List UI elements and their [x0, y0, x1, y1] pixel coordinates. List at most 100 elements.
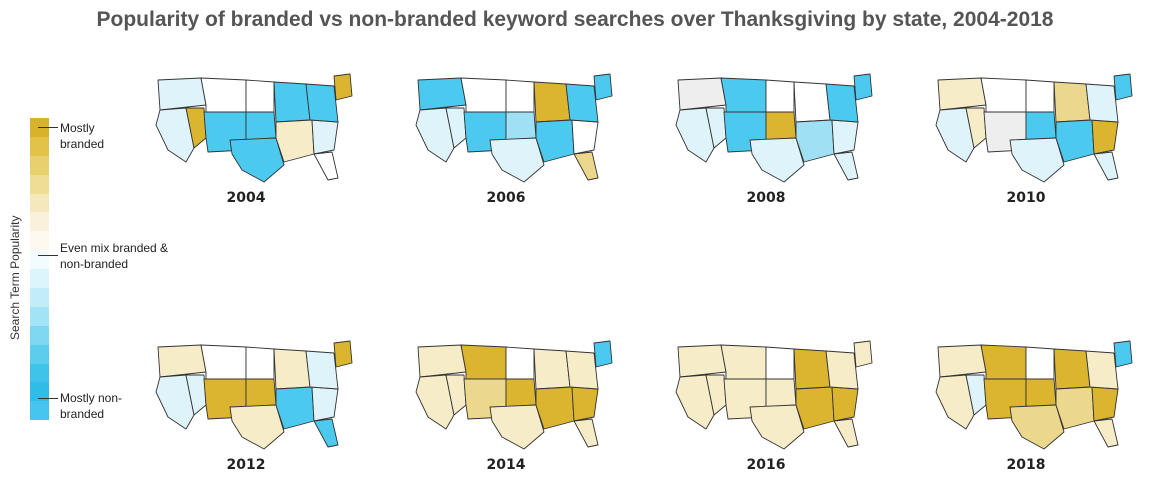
region-plains-n	[245, 79, 275, 113]
map-2008: 2008	[666, 70, 886, 220]
legend-swatch-2	[30, 155, 49, 175]
us-map-2008	[675, 73, 873, 183]
region-south	[795, 119, 835, 163]
region-northeast	[305, 83, 339, 123]
legend-label-bottom: Mostly non-branded	[60, 391, 123, 421]
region-texas	[489, 404, 545, 450]
region-plains-n	[765, 79, 795, 113]
legend-swatch-13	[30, 363, 49, 383]
region-northwest	[937, 77, 987, 111]
chart-title: Popularity of branded vs non-branded key…	[96, 8, 1054, 31]
region-northwest	[677, 344, 727, 378]
region-northeast	[825, 83, 859, 123]
legend-swatch-6	[30, 231, 49, 251]
map-2018: 2018	[926, 337, 1146, 487]
us-map-2016	[675, 340, 873, 450]
map-2004: 2004	[146, 70, 366, 220]
region-plains-n	[245, 346, 275, 380]
region-mountain-n	[720, 77, 767, 113]
us-map-2004	[155, 73, 353, 183]
legend-swatch-10	[30, 306, 49, 326]
region-southeast	[831, 119, 859, 155]
region-plains-s	[765, 378, 797, 408]
us-map-2014	[415, 340, 613, 450]
region-florida	[833, 418, 859, 448]
region-texas	[1009, 404, 1065, 450]
region-northwest	[417, 77, 467, 111]
map-2016: 2016	[666, 337, 886, 487]
region-mountain-n	[980, 344, 1027, 380]
region-mountain-n	[980, 77, 1027, 113]
region-new-england	[333, 73, 353, 101]
region-new-england	[593, 340, 613, 368]
legend-tick-top	[38, 127, 58, 128]
region-south	[1055, 119, 1095, 163]
legend-swatch-14	[30, 382, 49, 402]
region-southeast	[1091, 119, 1119, 155]
region-southeast	[831, 386, 859, 422]
legend-swatch-15	[30, 401, 49, 421]
region-midwest	[533, 348, 571, 390]
region-midwest	[273, 81, 311, 123]
region-plains-n	[505, 346, 535, 380]
region-plains-s	[245, 111, 277, 141]
legend-label-top: Mostly branded	[60, 121, 105, 151]
region-texas	[229, 137, 285, 183]
region-northwest	[937, 344, 987, 378]
region-south	[795, 386, 835, 430]
map-2012: 2012	[146, 337, 366, 487]
region-florida	[1093, 151, 1119, 181]
us-map-2006	[415, 73, 613, 183]
color-legend: Search Term Popularity Mostly branded Ev…	[0, 100, 170, 430]
legend-axis-label: Search Term Popularity	[8, 215, 22, 341]
region-southeast	[311, 119, 339, 155]
region-southeast	[311, 386, 339, 422]
region-southeast	[1091, 386, 1119, 422]
region-mountain-n	[460, 344, 507, 380]
region-florida	[573, 418, 599, 448]
region-new-england	[593, 73, 613, 101]
us-map-2018	[935, 340, 1133, 450]
region-texas	[229, 404, 285, 450]
region-northwest	[417, 344, 467, 378]
region-mountain-n	[720, 344, 767, 380]
region-new-england	[1113, 73, 1133, 101]
region-florida	[313, 418, 339, 448]
region-northwest	[157, 344, 207, 378]
us-map-2012	[155, 340, 353, 450]
us-map-2010	[935, 73, 1133, 183]
region-northeast	[1085, 83, 1119, 123]
region-plains-s	[765, 111, 797, 141]
region-southeast	[571, 386, 599, 422]
region-plains-n	[1025, 79, 1055, 113]
region-midwest	[1053, 81, 1091, 123]
region-south	[1055, 386, 1095, 430]
year-label-2006: 2006	[486, 190, 526, 206]
legend-swatch-11	[30, 325, 49, 345]
region-plains-n	[505, 79, 535, 113]
region-northwest	[677, 77, 727, 111]
region-south	[275, 119, 315, 163]
region-new-england	[853, 340, 873, 368]
region-northeast	[305, 350, 339, 390]
region-florida	[1093, 418, 1119, 448]
year-label-2010: 2010	[1006, 190, 1046, 206]
legend-swatch-8	[30, 269, 49, 289]
region-northeast	[1085, 350, 1119, 390]
legend-swatch-9	[30, 288, 49, 307]
legend-color-scale	[30, 118, 49, 421]
region-plains-s	[1025, 111, 1057, 141]
region-texas	[1009, 137, 1065, 183]
legend-swatch-7	[30, 250, 49, 270]
region-florida	[573, 151, 599, 181]
map-2010: 2010	[926, 70, 1146, 220]
region-south	[535, 386, 575, 430]
legend-tick-bottom	[38, 398, 58, 399]
region-texas	[489, 137, 545, 183]
region-florida	[313, 151, 339, 181]
region-midwest	[273, 348, 311, 390]
legend-swatch-12	[30, 344, 49, 364]
region-south	[535, 119, 575, 163]
map-2014: 2014	[406, 337, 626, 487]
year-label-2014: 2014	[486, 457, 526, 473]
